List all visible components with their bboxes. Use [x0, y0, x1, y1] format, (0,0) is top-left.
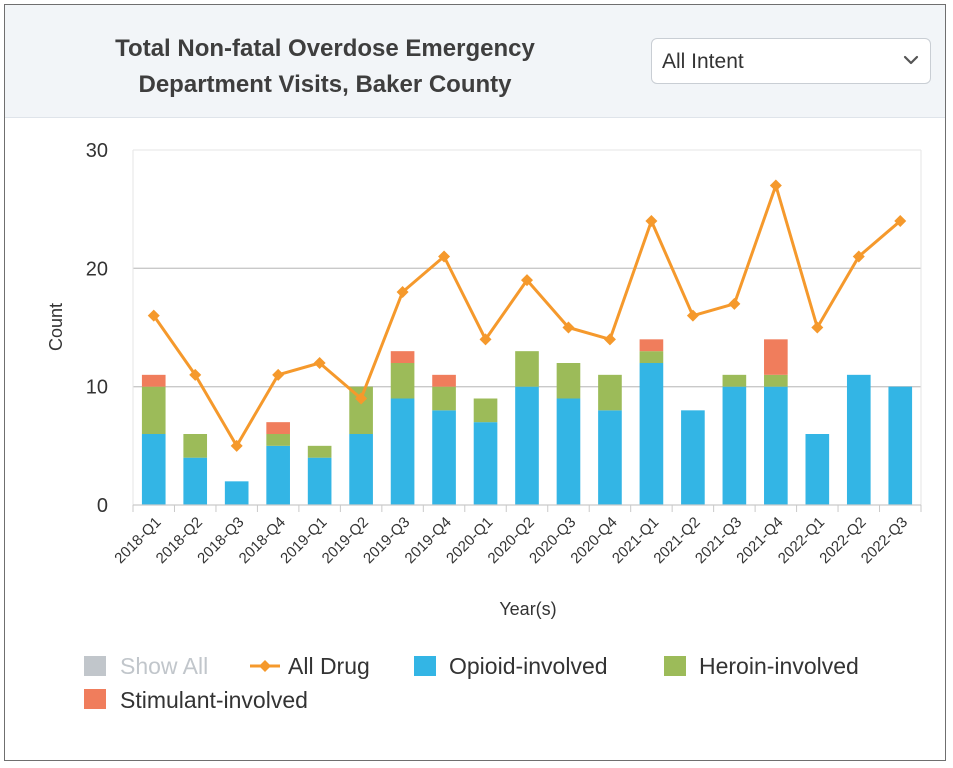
y-tick-label: 0	[97, 495, 108, 517]
bar-stimulant	[432, 374, 456, 387]
legend-swatch-stimulant	[84, 689, 106, 709]
chart-title: Total Non-fatal Overdose Emergency Depar…	[65, 31, 585, 103]
x-tick-label: 2022-Q3	[858, 514, 911, 567]
legend-label-heroin: Heroin-involved	[699, 653, 859, 679]
bar-stimulant	[639, 339, 664, 352]
all-drug-marker	[355, 392, 368, 405]
intent-select-value: All Intent	[662, 50, 744, 73]
legend-swatch-all-drug-marker	[259, 660, 271, 672]
legend-label-all-drug: All Drug	[288, 653, 370, 679]
bar-opioid	[224, 481, 249, 505]
all-drug-marker	[811, 321, 824, 334]
legend-item-all-drug[interactable]: All Drug	[250, 653, 370, 679]
bar-opioid	[722, 386, 747, 505]
bar-opioid	[349, 434, 373, 505]
bar-opioid	[556, 398, 581, 505]
bar-stimulant	[266, 422, 290, 434]
all-drug-marker	[147, 309, 160, 322]
bar-heroin	[432, 386, 456, 411]
all-drug-marker	[894, 215, 907, 227]
all-drug-marker	[603, 333, 616, 346]
bar-opioid	[515, 386, 539, 505]
all-drug-marker	[313, 357, 326, 369]
bar-heroin	[556, 363, 581, 399]
axis-layer: 01020302018-Q12018-Q22018-Q32018-Q42019-…	[86, 140, 922, 567]
chart-header: Total Non-fatal Overdose Emergency Depar…	[5, 5, 945, 118]
all-drug-marker	[230, 439, 243, 452]
bar-opioid	[266, 445, 290, 505]
legend-item-heroin[interactable]: Heroin-involved	[664, 653, 859, 679]
legend-swatch-show-all	[84, 656, 106, 676]
bar-opioid	[639, 363, 664, 505]
bar-heroin	[598, 374, 622, 411]
legend: Show All All Drug Opioid-involved Heroin…	[84, 653, 859, 713]
all-drug-marker	[562, 321, 575, 334]
legend-label-opioid: Opioid-involved	[449, 653, 608, 679]
all-drug-marker	[728, 297, 741, 310]
bar-opioid	[764, 386, 788, 505]
bar-heroin	[307, 445, 332, 458]
legend-label-show-all: Show All	[120, 653, 208, 679]
bar-heroin	[183, 434, 208, 458]
all-drug-marker	[686, 309, 699, 322]
all-drug-marker	[769, 179, 782, 192]
bar-opioid	[598, 410, 622, 505]
bar-opioid	[805, 434, 830, 505]
chart-title-line-1: Total Non-fatal Overdose Emergency	[115, 35, 535, 62]
bar-opioid	[432, 410, 456, 505]
chevron-down-icon	[903, 55, 919, 65]
all-drug-marker	[272, 368, 285, 381]
x-axis-label: Year(s)	[499, 599, 556, 619]
bar-opioid	[183, 457, 208, 505]
legend-item-opioid[interactable]: Opioid-involved	[414, 653, 608, 679]
bar-opioid	[307, 457, 332, 505]
bar-stimulant	[141, 374, 166, 387]
legend-item-show-all[interactable]: Show All	[84, 653, 208, 679]
all-drug-marker	[521, 274, 533, 287]
legend-swatch-heroin	[664, 656, 686, 676]
all-drug-marker	[189, 368, 202, 381]
bar-heroin	[473, 398, 498, 423]
legend-item-stimulant[interactable]: Stimulant-involved	[84, 687, 308, 713]
bar-stimulant	[764, 339, 788, 375]
all-drug-marker	[438, 250, 451, 263]
all-drug-marker	[396, 286, 409, 298]
legend-label-stimulant: Stimulant-involved	[120, 687, 308, 713]
bar-layer	[141, 339, 913, 505]
bar-heroin	[266, 434, 290, 446]
bar-heroin	[390, 363, 415, 399]
bar-stimulant	[390, 351, 415, 363]
bar-opioid	[846, 374, 871, 505]
bar-opioid	[390, 398, 415, 505]
legend-swatch-opioid	[414, 656, 436, 676]
bar-heroin	[764, 374, 788, 387]
bar-heroin	[722, 374, 747, 387]
bar-heroin	[515, 351, 539, 387]
line-layer	[147, 179, 907, 452]
y-tick-label: 30	[86, 140, 108, 162]
bar-opioid	[473, 422, 498, 505]
y-tick-label: 10	[86, 377, 108, 399]
bar-heroin	[639, 351, 664, 363]
bar-opioid	[888, 386, 913, 505]
bar-opioid	[141, 434, 166, 505]
chart-title-line-2: Department Visits, Baker County	[138, 71, 512, 98]
all-drug-marker	[479, 333, 492, 346]
y-tick-label: 20	[86, 258, 108, 280]
all-drug-marker	[852, 250, 865, 263]
y-axis-label: Count	[46, 303, 66, 351]
bar-opioid	[681, 410, 705, 505]
bar-heroin	[141, 386, 166, 434]
all-drug-marker	[645, 215, 658, 227]
intent-select[interactable]: All Intent	[651, 38, 931, 84]
